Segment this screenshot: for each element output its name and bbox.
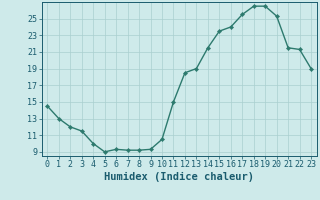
- X-axis label: Humidex (Indice chaleur): Humidex (Indice chaleur): [104, 172, 254, 182]
